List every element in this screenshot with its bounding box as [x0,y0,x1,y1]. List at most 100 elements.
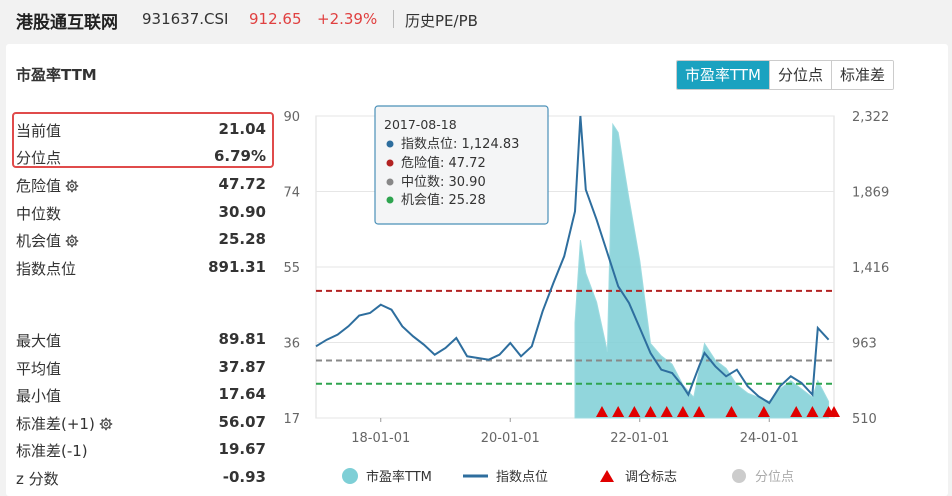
stat-current: 当前值 21.04 [16,117,266,141]
rebalance-marker [628,406,641,417]
gear-icon[interactable] [99,417,113,435]
stat-label: z 分数 [16,470,59,488]
y-right-tick: 2,322 [852,110,889,125]
metric-tab-group: 市盈率TTM 分位点 标准差 [676,60,895,90]
stat-zscore: z 分数 -0.93 [16,465,266,489]
stat-percentile: 分位点 6.79% [16,144,266,168]
gear-icon[interactable] [65,179,79,197]
tooltip-dot [386,140,394,148]
pe-ttm-area [574,122,830,419]
x-tick-label: 24-01-01 [740,431,799,446]
stat-danger: 危险值 47.72 [16,172,266,196]
stat-std-minus: 标准差(-1) 19.67 [16,437,266,461]
legend-label: 市盈率TTM [366,469,432,485]
stat-label: 指数点位 [16,260,77,278]
tab-percentile[interactable]: 分位点 [769,61,832,89]
tooltip: 2017-08-18 指数点位: 1,124.83 危险值: 47.72 中位数… [374,105,549,225]
stat-mean: 平均值 37.87 [16,355,266,379]
rebalance-markers [595,406,840,417]
index-price: 912.65 [249,10,302,28]
tooltip-item: 中位数: 30.90 [401,175,486,190]
y-left-tick: 55 [283,261,300,276]
current-value-highlight [12,112,274,168]
right-axis-ticks: 2,322 1,869 1,416 963 510 [852,110,889,427]
stat-label: 标准差(+1) [16,415,95,433]
rebalance-marker [660,406,673,417]
y-left-tick: 17 [283,412,300,427]
stat-index-point: 指数点位 891.31 [16,255,266,279]
history-pe-pb-link[interactable]: 历史PE/PB [405,12,478,30]
x-tick-label: 20-01-01 [481,431,540,446]
y-left-tick: 74 [283,186,300,201]
legend-label: 调仓标志 [625,470,677,485]
tooltip-dot [386,159,394,167]
rebalance-marker [790,406,803,417]
rebalance-marker [806,406,819,417]
legend-percentile[interactable]: 分位点 [732,469,794,485]
legend-index[interactable]: 指数点位 [463,470,548,485]
y-right-tick: 1,416 [852,261,889,276]
left-axis-ticks: 90 74 55 36 17 [283,110,300,427]
stat-value: 17.64 [218,385,266,403]
tab-pe-ttm[interactable]: 市盈率TTM [677,61,770,89]
stat-value: 21.04 [218,120,266,138]
tooltip-date: 2017-08-18 [384,117,457,132]
tooltip-dot [386,178,394,186]
stat-value: 30.90 [218,203,266,221]
stat-label: 机会值 [16,232,62,250]
x-axis-ticks: 18-01-01 20-01-01 22-01-01 24-01-01 [351,418,799,446]
reference-lines [316,289,834,385]
stat-value: -0.93 [222,468,266,486]
stat-label: 危险值 [16,177,62,195]
stat-median: 中位数 30.90 [16,200,266,224]
rebalance-marker [725,406,738,417]
stat-value: 25.28 [218,230,266,248]
stat-opportunity: 机会值 25.28 [16,227,266,251]
x-tick-label: 22-01-01 [610,431,669,446]
stat-value: 47.72 [218,175,266,193]
index-code: 931637.CSI [142,10,229,28]
index-change: +2.39% [317,10,378,28]
index-point-line [315,115,830,405]
stat-max: 最大值 89.81 [16,327,266,351]
stat-label: 标准差(-1) [16,442,88,460]
stat-value: 37.87 [218,358,266,376]
stat-value: 891.31 [208,258,266,276]
stat-label: 当前值 [16,122,62,140]
tooltip-item: 危险值: 47.72 [401,155,486,171]
tab-std-dev[interactable]: 标准差 [831,61,894,89]
panel-title: 市盈率TTM [16,66,97,84]
stat-label: 分位点 [16,149,62,167]
y-left-tick: 36 [283,337,300,352]
y-right-tick: 963 [852,337,877,352]
tooltip-item: 指数点位: 1,124.83 [401,137,519,152]
index-name: 港股通互联网 [16,13,118,33]
rebalance-marker [828,406,840,417]
stat-std-plus: 标准差(+1) 56.07 [16,410,266,434]
stat-label: 最小值 [16,387,62,405]
x-tick-label: 18-01-01 [351,431,410,446]
stat-label: 平均值 [16,360,62,378]
legend-label: 指数点位 [496,470,548,485]
tooltip-dot [386,196,394,204]
legend-pe[interactable]: 市盈率TTM [342,468,432,485]
stat-value: 89.81 [218,330,266,348]
legend-label: 分位点 [755,470,794,485]
rebalance-marker [612,406,625,417]
stat-min: 最小值 17.64 [16,382,266,406]
stat-value: 56.07 [218,413,266,431]
gear-icon[interactable] [65,234,79,252]
rebalance-marker [676,406,689,417]
rebalance-marker [693,406,706,417]
top-bar: 港股通互联网 931637.CSI 912.65 +2.39% 历史PE/PB [0,0,952,38]
legend-rebalance[interactable]: 调仓标志 [600,470,677,485]
rebalance-marker [644,406,657,417]
rebalance-marker [595,406,608,417]
y-left-tick: 90 [283,110,300,125]
stat-value: 19.67 [218,440,266,458]
y-right-tick: 510 [852,412,877,427]
stat-label: 中位数 [16,205,62,223]
stat-label: 最大值 [16,332,62,350]
rebalance-marker [757,406,770,417]
